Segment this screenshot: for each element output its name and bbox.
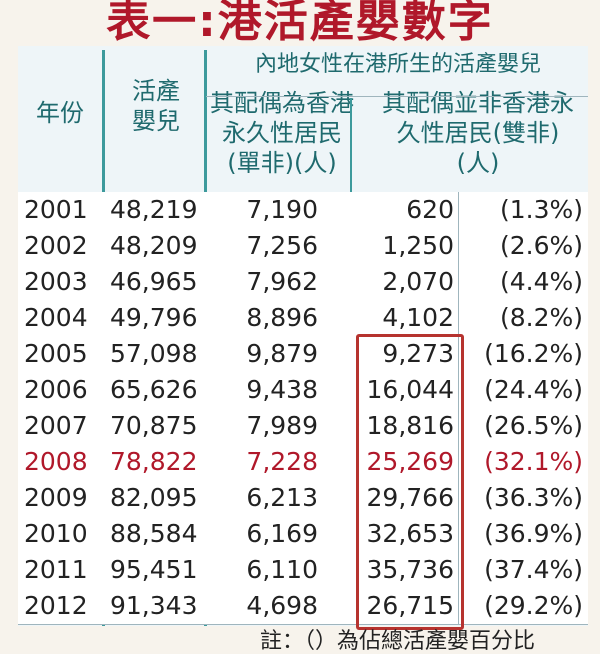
cell-year: 2012: [24, 591, 88, 620]
cell-double-non: 32,653: [366, 519, 454, 548]
divider: [206, 96, 588, 97]
cell-year: 2003: [24, 267, 88, 296]
cell-year: 2004: [24, 303, 88, 332]
cell-double-non: 26,715: [366, 591, 454, 620]
cell-percentage: (29.2%): [484, 591, 583, 620]
cell-single-non: 4,698: [246, 591, 318, 620]
cell-percentage: (2.6%): [499, 231, 583, 260]
cell-double-non: 16,044: [366, 375, 454, 404]
divider: [458, 516, 459, 552]
data-table: 年份 活產嬰兒 內地女性在港所生的活產嬰兒 其配偶為香港永久性居民(單非)(人)…: [18, 46, 588, 630]
cell-double-non: 4,102: [382, 303, 454, 332]
divider: [350, 98, 352, 194]
cell-double-non: 9,273: [382, 339, 454, 368]
header-year: 年份: [36, 99, 84, 127]
cell-year: 2006: [24, 375, 88, 404]
cell-live-births: 88,584: [110, 519, 198, 548]
table-title: 表一:港活產嬰數字: [106, 0, 494, 47]
header-double-non: 其配偶並非香港永久性居民(雙非)(人): [382, 89, 574, 177]
cell-year: 2001: [24, 195, 88, 224]
cell-double-non: 35,736: [366, 555, 454, 584]
cell-live-births: 95,451: [110, 555, 198, 584]
cell-live-births: 48,209: [110, 231, 198, 260]
table-row: 2007 70,875 7,989 18,816 (26.5%): [18, 408, 588, 445]
cell-live-births: 46,965: [110, 267, 198, 296]
cell-live-births: 57,098: [110, 339, 198, 368]
table-row: 2005 57,098 9,879 9,273 (16.2%): [18, 336, 588, 373]
divider: [458, 552, 459, 588]
table-row: 2008 78,822 7,228 25,269 (32.1%): [18, 444, 588, 481]
divider: [458, 300, 459, 336]
highlight-box: [356, 334, 464, 630]
cell-year: 2002: [24, 231, 88, 260]
divider: [458, 264, 459, 300]
divider: [458, 444, 459, 480]
cell-double-non: 29,766: [366, 483, 454, 512]
divider: [458, 480, 459, 516]
cell-live-births: 49,796: [110, 303, 198, 332]
cell-year: 2007: [24, 411, 88, 440]
cell-year: 2010: [24, 519, 88, 548]
cell-live-births: 78,822: [110, 447, 198, 476]
table-row: 2002 48,209 7,256 1,250 (2.6%): [18, 228, 588, 265]
cell-percentage: (32.1%): [484, 447, 583, 476]
cell-single-non: 7,989: [246, 411, 318, 440]
cell-single-non: 8,896: [246, 303, 318, 332]
divider: [458, 372, 459, 408]
cell-single-non: 7,190: [246, 195, 318, 224]
header-live-births: 活產嬰兒: [132, 77, 180, 135]
table-row: 2012 91,343 4,698 26,715 (29.2%): [18, 588, 588, 625]
cell-percentage: (37.4%): [484, 555, 583, 584]
cell-percentage: (8.2%): [499, 303, 583, 332]
footnote: 註：（）為佔總活產嬰百分比: [260, 629, 536, 654]
cell-double-non: 2,070: [382, 267, 454, 296]
divider: [458, 408, 459, 444]
table-row: 2001 48,219 7,190 620 (1.3%): [18, 192, 588, 229]
cell-single-non: 9,438: [246, 375, 318, 404]
cell-double-non: 25,269: [366, 447, 454, 476]
cell-year: 2011: [24, 555, 88, 584]
cell-double-non: 1,250: [382, 231, 454, 260]
table-row: 2010 88,584 6,169 32,653 (36.9%): [18, 516, 588, 553]
divider: [458, 228, 459, 264]
cell-live-births: 82,095: [110, 483, 198, 512]
cell-year: 2008: [24, 447, 88, 476]
header-mainland-group: 內地女性在港所生的活產嬰兒: [254, 52, 541, 77]
divider: [458, 336, 459, 372]
cell-percentage: (1.3%): [499, 195, 583, 224]
cell-single-non: 7,256: [246, 231, 318, 260]
cell-double-non: 620: [406, 195, 454, 224]
header-single-non: 其配偶為香港永久性居民(單非)(人): [210, 89, 354, 177]
table-row: 2011 95,451 6,110 35,736 (37.4%): [18, 552, 588, 589]
cell-live-births: 91,343: [110, 591, 198, 620]
cell-percentage: (26.5%): [484, 411, 583, 440]
table-row: 2006 65,626 9,438 16,044 (24.4%): [18, 372, 588, 409]
cell-single-non: 9,879: [246, 339, 318, 368]
cell-single-non: 6,169: [246, 519, 318, 548]
cell-percentage: (36.3%): [484, 483, 583, 512]
table-row: 2004 49,796 8,896 4,102 (8.2%): [18, 300, 588, 337]
cell-single-non: 6,110: [246, 555, 318, 584]
cell-percentage: (36.9%): [484, 519, 583, 548]
cell-live-births: 65,626: [110, 375, 198, 404]
divider: [458, 588, 459, 624]
cell-double-non: 18,816: [366, 411, 454, 440]
cell-single-non: 7,228: [246, 447, 318, 476]
cell-live-births: 70,875: [110, 411, 198, 440]
cell-year: 2005: [24, 339, 88, 368]
cell-percentage: (16.2%): [484, 339, 583, 368]
cell-percentage: (4.4%): [499, 267, 583, 296]
table-row: 2009 82,095 6,213 29,766 (36.3%): [18, 480, 588, 517]
cell-percentage: (24.4%): [484, 375, 583, 404]
cell-live-births: 48,219: [110, 195, 198, 224]
cell-single-non: 7,962: [246, 267, 318, 296]
cell-single-non: 6,213: [246, 483, 318, 512]
divider: [458, 192, 459, 228]
table-row: 2003 46,965 7,962 2,070 (4.4%): [18, 264, 588, 301]
cell-year: 2009: [24, 483, 88, 512]
